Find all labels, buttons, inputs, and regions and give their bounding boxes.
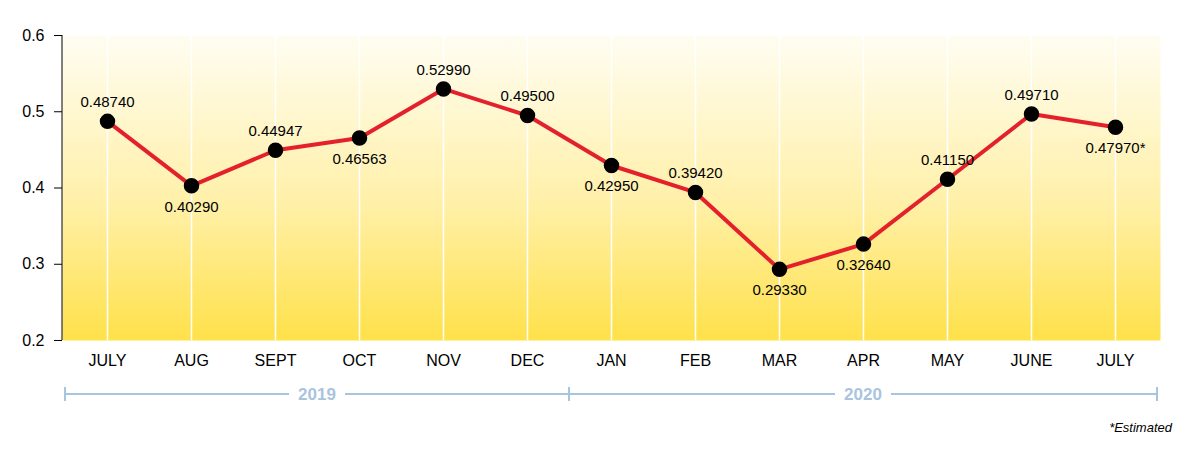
svg-text:0.49710: 0.49710 xyxy=(1004,86,1058,103)
svg-text:0.49500: 0.49500 xyxy=(500,87,554,104)
svg-text:0.39420: 0.39420 xyxy=(668,164,722,181)
svg-text:0.3: 0.3 xyxy=(22,255,44,272)
svg-text:FEB: FEB xyxy=(680,352,711,369)
svg-text:SEPT: SEPT xyxy=(255,352,297,369)
svg-text:MAR: MAR xyxy=(762,352,798,369)
svg-text:0.2: 0.2 xyxy=(22,332,44,349)
svg-text:MAY: MAY xyxy=(931,352,965,369)
svg-text:DEC: DEC xyxy=(511,352,545,369)
svg-text:0.5: 0.5 xyxy=(22,103,44,120)
svg-text:0.52990: 0.52990 xyxy=(416,61,470,78)
svg-text:0.46563: 0.46563 xyxy=(332,150,386,167)
svg-text:0.44947: 0.44947 xyxy=(248,122,302,139)
svg-text:JUNE: JUNE xyxy=(1011,352,1053,369)
svg-text:OCT: OCT xyxy=(343,352,377,369)
svg-text:0.6: 0.6 xyxy=(22,27,44,44)
svg-text:0.29330: 0.29330 xyxy=(752,281,806,298)
svg-text:0.4: 0.4 xyxy=(22,179,44,196)
svg-text:0.32640: 0.32640 xyxy=(836,256,890,273)
svg-text:0.41150: 0.41150 xyxy=(921,151,974,168)
svg-text:2019: 2019 xyxy=(298,385,336,404)
svg-text:0.48740: 0.48740 xyxy=(80,93,134,110)
svg-text:AUG: AUG xyxy=(174,352,209,369)
svg-text:NOV: NOV xyxy=(426,352,461,369)
svg-text:0.40290: 0.40290 xyxy=(164,198,218,215)
svg-text:2020: 2020 xyxy=(844,385,882,404)
svg-text:JULY: JULY xyxy=(1097,352,1135,369)
svg-text:APR: APR xyxy=(847,352,880,369)
svg-text:JULY: JULY xyxy=(89,352,127,369)
svg-text:0.47970*: 0.47970* xyxy=(1085,139,1145,156)
svg-text:JAN: JAN xyxy=(596,352,626,369)
svg-text:0.42950: 0.42950 xyxy=(584,177,638,194)
html-text:*Estimated: *Estimated xyxy=(1109,420,1172,435)
